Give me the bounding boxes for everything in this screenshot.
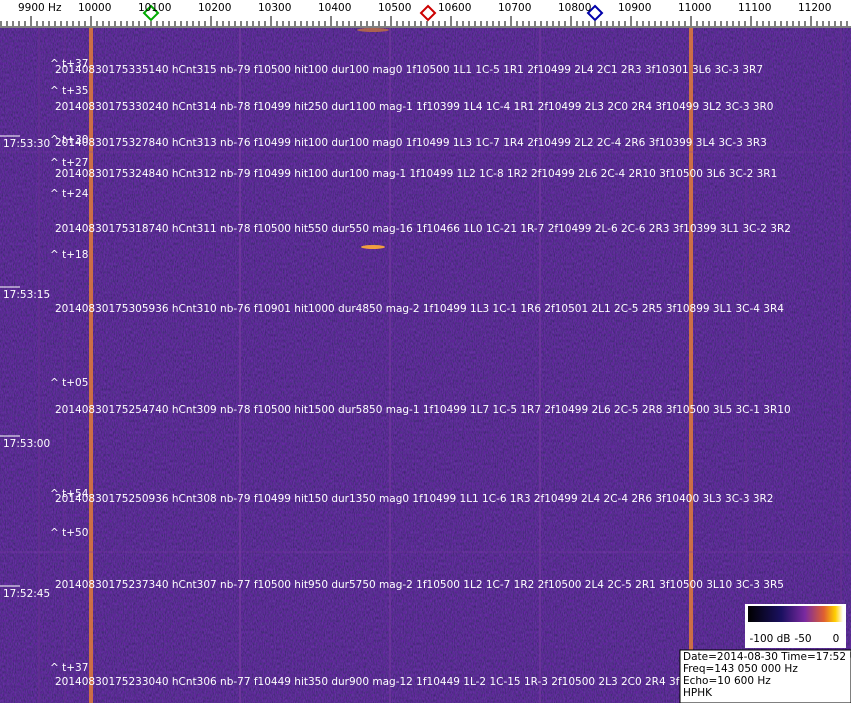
colorbar-label: -100 dB: [749, 633, 790, 645]
info-line: Freq=143 050 000 Hz: [683, 663, 798, 675]
event-tag: ^ t+50: [50, 527, 88, 539]
waterfall-noise: [0, 28, 851, 703]
time-label: 17:53:00: [3, 438, 50, 450]
time-label: 17:52:45: [3, 588, 50, 600]
frequency-label: 10800: [558, 2, 591, 14]
colorbar: [748, 606, 843, 622]
frequency-ticks: [0, 16, 851, 28]
event-text: 20140830175237340 hCnt307 nb-77 f10500 h…: [55, 579, 784, 591]
colorbar-label: 0: [833, 633, 840, 645]
frequency-label: 10000: [78, 2, 111, 14]
event-text: 20140830175335140 hCnt315 nb-79 f10500 h…: [55, 64, 763, 76]
frequency-label: 10300: [258, 2, 291, 14]
event-tag: ^ t+37: [50, 662, 88, 674]
frequency-markers: [142, 4, 604, 22]
time-label: 17:53:30: [3, 138, 50, 150]
frequency-label: 10600: [438, 2, 471, 14]
frequency-label: 10100: [138, 2, 171, 14]
frequency-label: 10200: [198, 2, 231, 14]
event-tag: ^ t+30: [50, 134, 88, 146]
event-text: 20140830175233040 hCnt306 nb-77 f10449 h…: [55, 676, 735, 688]
event-text: 20140830175250936 hCnt308 nb-79 f10499 h…: [55, 493, 774, 505]
frequency-label: 10700: [498, 2, 531, 14]
info-line: Date=2014-08-30 Time=17:52 UTC: [683, 651, 851, 663]
event-text: 20140830175318740 hCnt311 nb-78 f10500 h…: [55, 223, 791, 235]
event-text: 20140830175324840 hCnt312 nb-79 f10499 h…: [55, 168, 777, 180]
info-line: HPHK: [683, 687, 713, 699]
event-tag: ^ t+27: [50, 157, 88, 169]
event-tag: ^ t+05: [50, 377, 88, 389]
frequency-label: 11100: [738, 2, 771, 14]
frequency-label: 11000: [678, 2, 711, 14]
signal-traces: [0, 28, 851, 703]
frequency-label: 10400: [318, 2, 351, 14]
info-box: [679, 649, 851, 703]
frequency-label: 10900: [618, 2, 651, 14]
info-line: Echo=10 600 Hz: [683, 675, 771, 687]
event-text: 20140830175330240 hCnt314 nb-78 f10499 h…: [55, 101, 774, 113]
event-text: 20140830175327840 hCnt313 nb-76 f10499 h…: [55, 137, 767, 149]
frequency-label: 10500: [378, 2, 411, 14]
frequency-label: 11200: [798, 2, 831, 14]
time-label: 17:53:15: [3, 289, 50, 301]
event-tag: ^ t+18: [50, 249, 88, 261]
event-tag: ^ t+37: [50, 58, 88, 70]
event-tag: ^ t+35: [50, 85, 88, 97]
event-text: 20140830175305936 hCnt310 nb-76 f10901 h…: [55, 303, 784, 315]
frequency-label: 9900 Hz: [18, 2, 62, 14]
event-text: 20140830175254740 hCnt309 nb-78 f10500 h…: [55, 404, 791, 416]
colorbar-label: -50: [794, 633, 811, 645]
event-tag: ^ t+24: [50, 188, 89, 200]
event-tag: ^ t+54: [50, 488, 89, 500]
